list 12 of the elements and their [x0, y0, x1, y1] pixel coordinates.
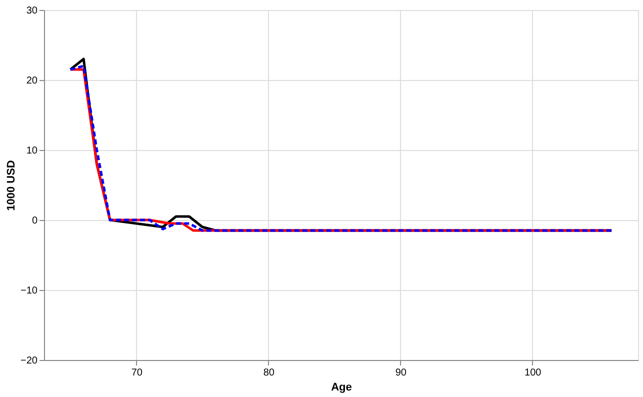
- x-tick-label: 100: [524, 368, 542, 378]
- y-axis-title: 1000 USD: [6, 160, 18, 211]
- y-tick-label: 10: [26, 146, 38, 156]
- y-tick-label: −10: [20, 286, 38, 296]
- y-tick-label: 20: [26, 76, 38, 86]
- x-tick-label: 80: [263, 368, 275, 378]
- y-tick-label: 30: [26, 6, 38, 16]
- x-axis-title: Age: [331, 382, 352, 394]
- y-tick-label: 0: [32, 216, 38, 226]
- x-tick-label: 70: [131, 368, 143, 378]
- y-tick-label: −20: [20, 356, 38, 366]
- x-tick-label: 90: [395, 368, 407, 378]
